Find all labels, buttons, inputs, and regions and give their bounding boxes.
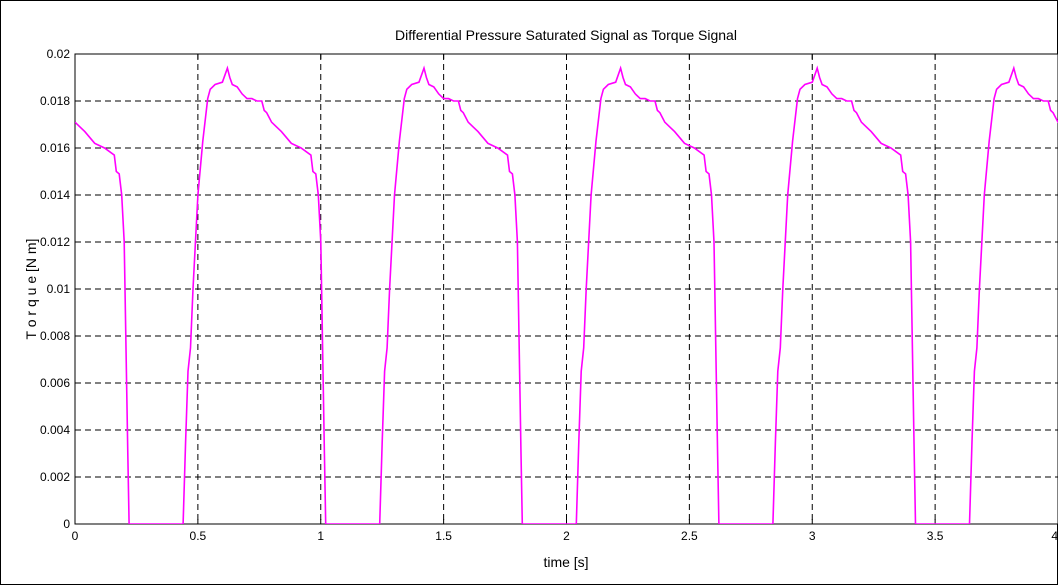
y-tick-label: 0.016: [40, 141, 70, 155]
x-tick-label: 1: [317, 529, 324, 543]
y-tick-label: 0.004: [40, 423, 70, 437]
x-tick-label: 1.5: [435, 529, 452, 543]
y-tick-label: 0.012: [40, 235, 70, 249]
y-tick-label: 0.002: [40, 470, 70, 484]
ticks: 0 0.5 1 1.5 2 2.5 3 3.5 4 0 0.002 0.004 0.006 0.008 0.…: [40, 47, 1058, 543]
x-tick-label: 2: [563, 529, 570, 543]
y-axis-label: T o r q u e [N m]: [23, 239, 39, 340]
x-tick-label: 0.5: [190, 529, 207, 543]
y-tick-label: 0: [63, 517, 70, 531]
torque-series-line: [75, 65, 1058, 524]
y-tick-label: 0.008: [40, 329, 70, 343]
chart-title: Differential Pressure Saturated Signal a…: [395, 27, 737, 43]
y-tick-label: 0.01: [47, 282, 71, 296]
x-tick-label: 4: [1051, 529, 1058, 543]
y-tick-label: 0.014: [40, 188, 70, 202]
x-tick-label: 2.5: [681, 529, 698, 543]
grid: [75, 54, 1058, 524]
x-tick-label: 0: [72, 529, 79, 543]
y-tick-label: 0.02: [47, 47, 71, 61]
x-axis-label: time [s]: [543, 554, 588, 570]
x-tick-label: 3: [809, 529, 816, 543]
y-tick-label: 0.006: [40, 376, 70, 390]
x-tick-label: 3.5: [927, 529, 944, 543]
y-tick-label: 0.018: [40, 94, 70, 108]
series-layer: [75, 65, 1058, 524]
